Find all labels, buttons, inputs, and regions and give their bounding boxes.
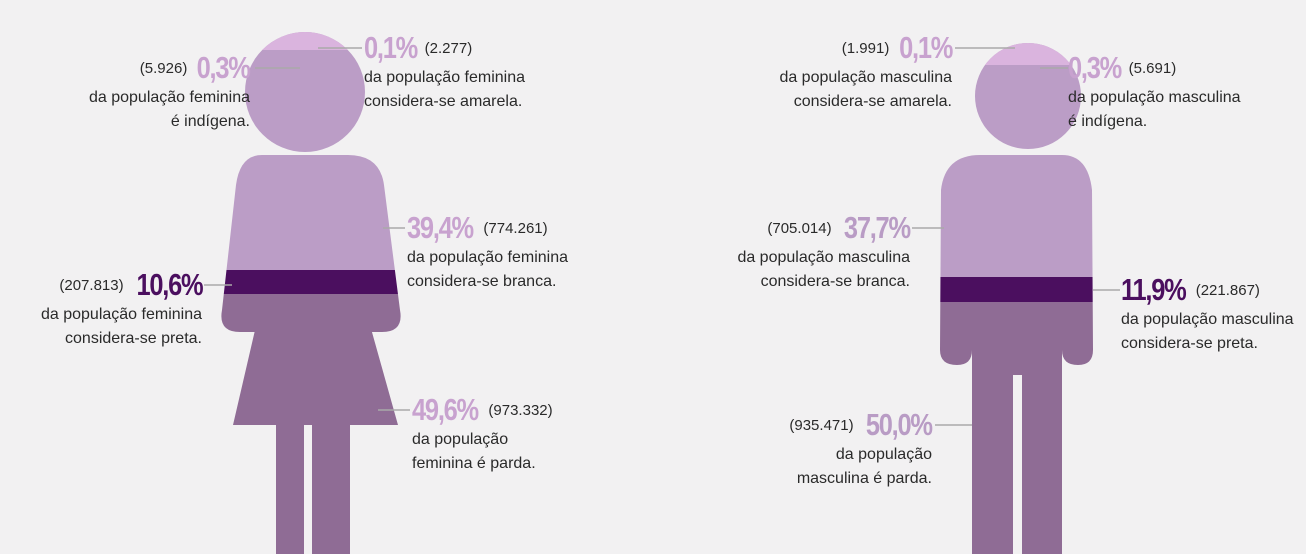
headline: (1.991) 0,1% — [779, 30, 953, 66]
percent: 0,3% — [196, 50, 251, 85]
annotation: (705.014) 37,7% da população masculina cons… — [737, 210, 911, 294]
percent: 0,1% — [364, 30, 418, 65]
annotation: (5.926) 0,3% da população feminina é indíge… — [88, 50, 251, 134]
leader-lines — [204, 47, 1120, 426]
description: da população feminina — [407, 249, 569, 266]
description: da população masculina — [737, 249, 910, 266]
description: da população masculina — [1121, 311, 1294, 328]
percent: 0,1% — [898, 30, 953, 65]
percent: 49,6% — [412, 392, 479, 427]
percent: 37,7% — [844, 210, 911, 245]
headline: (705.014) 37,7% — [737, 210, 911, 246]
description: considera-se amarela. — [364, 93, 523, 110]
description: da população masculina — [1068, 89, 1241, 106]
description: considera-se branca. — [407, 273, 557, 290]
headline: 49,6% (973.332) — [412, 392, 553, 428]
headline: (935.471) 50,0% — [789, 407, 933, 443]
annotation: 0,1% (2.277) da população feminina consider… — [364, 30, 525, 114]
description: da população feminina — [364, 69, 526, 86]
percent: 50,0% — [866, 407, 933, 442]
description: da população — [835, 446, 932, 463]
description: é indígena. — [170, 113, 250, 130]
count: (705.014) — [767, 219, 832, 237]
description: da população — [412, 431, 509, 448]
percent: 0,3% — [1068, 50, 1122, 85]
description: da população feminina — [40, 306, 202, 323]
male-body — [940, 155, 1093, 554]
headline: 0,3% (5.691) — [1068, 50, 1241, 86]
percent: 39,4% — [407, 210, 474, 245]
female-head — [245, 32, 365, 152]
annotation: (1.991) 0,1% da população masculina conside… — [779, 30, 953, 114]
description: considera-se preta. — [1121, 335, 1258, 352]
description: da população feminina — [88, 89, 250, 106]
description: masculina é parda. — [796, 470, 932, 487]
female-body — [221, 155, 401, 554]
description: considera-se amarela. — [793, 93, 952, 110]
count: (5.691) — [1128, 59, 1177, 77]
count: (5.926) — [139, 59, 188, 77]
description: é indígena. — [1068, 113, 1148, 130]
description: feminina é parda. — [412, 455, 536, 472]
percent: 11,9% — [1121, 272, 1187, 307]
annotation: 39,4% (774.261) da população feminina consi… — [407, 210, 568, 294]
headline: (5.926) 0,3% — [89, 50, 251, 86]
count: (221.867) — [1195, 281, 1260, 299]
description: considera-se branca. — [760, 273, 910, 290]
count: (935.471) — [789, 416, 854, 434]
headline: (207.813) 10,6% — [41, 267, 203, 303]
annotation: (207.813) 10,6% da população feminina consi… — [40, 267, 203, 351]
annotation: 0,3% (5.691) da população masculina é indíg… — [1068, 50, 1241, 134]
description: da população masculina — [779, 69, 952, 86]
percent: 10,6% — [136, 267, 203, 302]
description: considera-se preta. — [65, 330, 202, 347]
headline: 39,4% (774.261) — [407, 210, 568, 246]
count: (973.332) — [488, 401, 553, 419]
count: (1.991) — [841, 39, 890, 57]
count: (2.277) — [424, 39, 473, 57]
annotation: 49,6% (973.332) da população feminina é par… — [412, 392, 553, 476]
headline: 0,1% (2.277) — [364, 30, 525, 66]
annotation: (935.471) 50,0% da população masculina é pa… — [789, 407, 933, 491]
annotation: 11,9% (221.867) da população masculina cons… — [1121, 272, 1294, 356]
headline: 11,9% (221.867) — [1121, 272, 1294, 308]
count: (207.813) — [59, 276, 124, 294]
count: (774.261) — [483, 219, 548, 237]
